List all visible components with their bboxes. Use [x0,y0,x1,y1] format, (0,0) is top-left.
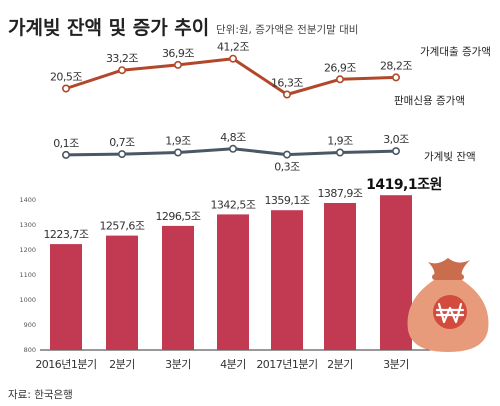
x-category-label: 2분기 [109,358,135,371]
y-tick-label: 1000 [19,296,36,304]
loan-increase-point [335,75,344,84]
y-tick-label: 900 [24,321,36,329]
loan-increase-data-label: 41,2조 [217,41,249,54]
credit-increase-point [118,150,127,159]
credit-increase-data-label: 0,3조 [274,161,300,174]
legend-household-debt: 가계빚 잔액 [424,151,476,163]
debt-bar [162,225,194,350]
loan-increase-data-label: 26,9조 [324,61,356,74]
credit-increase-data-label: 1,9조 [327,135,353,148]
loan-increase-data-label: 20,5조 [50,71,82,84]
x-category-label: 2017년1분기 [256,358,317,371]
loan-increase-data-label: 36,9조 [162,47,194,60]
x-category-label: 3분기 [383,358,409,371]
credit-increase-data-label: 0,7조 [109,136,135,149]
loan-increase-point [229,54,238,63]
source-note: 자료: 한국은행 [8,389,73,401]
debt-bar-label: 1342,5조 [210,198,255,211]
debt-bar-label: 1296,5조 [155,210,200,223]
y-tick-label: 1100 [19,271,36,279]
bag-top [428,258,470,276]
won-badge [433,295,467,329]
credit-increase-data-label: 0,1조 [53,137,79,150]
loan-increase-data-label: 16,3조 [271,77,303,90]
loan-increase-point [174,60,183,69]
debt-bar-label: 1359,1조 [264,194,309,207]
x-category-label: 2016년1분기 [35,358,96,371]
debt-bar-label: 1419,1조원 [366,177,442,193]
debt-bar [380,195,412,350]
money-bag-won-icon [407,258,489,352]
y-tick-label: 1400 [19,196,36,204]
x-category-label: 4분기 [220,358,246,371]
credit-increase-data-label: 3,0조 [383,133,409,146]
debt-bar-label: 1257,6조 [99,220,144,233]
credit-increase-point [335,148,344,157]
y-tick-label: 800 [24,346,36,354]
loan-increase-data-label: 28,2조 [380,59,412,72]
credit-increase-point [174,148,183,157]
legend-loan-increase: 가계대출 증가액 [420,46,491,58]
loan-increase-point [118,66,127,75]
loan-increase-point [61,84,70,93]
debt-bar-label: 1223,7조 [43,228,88,241]
debt-bar [106,235,138,350]
debt-bar-label: 1387,9조 [317,187,362,200]
credit-increase-point [391,147,400,156]
legend-credit-increase: 판매신용 증가액 [394,95,465,107]
chart-title: 가계빚 잔액 및 증가 추이 [8,17,209,39]
debt-bar [324,203,356,350]
credit-increase-point [282,150,291,159]
x-category-label: 3분기 [165,358,191,371]
loan-increase-point [282,90,291,99]
loan-increase-point [391,73,400,82]
credit-increase-point [229,144,238,153]
x-category-label: 2분기 [327,358,353,371]
y-tick-label: 1300 [19,221,36,229]
bag-tie [432,274,464,280]
credit-increase-data-label: 4,8조 [220,131,246,144]
credit-increase-data-label: 1,9조 [165,135,191,148]
debt-bar [50,244,82,350]
won-symbol [435,302,465,324]
credit-increase-point [61,150,70,159]
debt-bar [217,214,249,350]
debt-bar [271,210,303,350]
y-tick-label: 1200 [19,246,36,254]
unit-note: 단위:원, 증가액은 전분기말 대비 [216,23,358,36]
loan-increase-data-label: 33,2조 [106,52,138,65]
